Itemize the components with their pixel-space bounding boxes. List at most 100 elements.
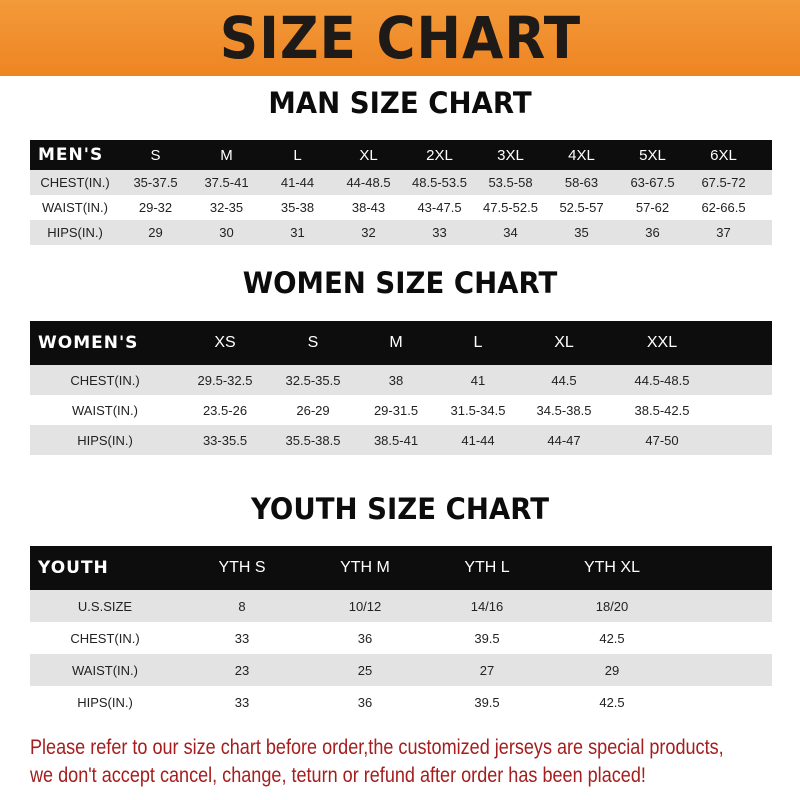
cell: 44.5-48.5 xyxy=(634,372,690,388)
cell: YTH L xyxy=(464,559,510,576)
cell: 44.5 xyxy=(551,372,577,388)
cell: 4XL xyxy=(568,146,595,164)
cell: 33 xyxy=(234,630,250,646)
cell: 29-32 xyxy=(138,200,173,215)
cell: 35.5-38.5 xyxy=(285,432,341,448)
cell: XL xyxy=(554,334,574,351)
cell: 3XL xyxy=(497,146,524,164)
cell: 41-44 xyxy=(461,432,495,448)
notice-line-1: Please refer to our size chart before or… xyxy=(30,736,724,759)
cell: M xyxy=(220,146,233,164)
header-row: WOMEN'S XS S M L XL XXL xyxy=(30,321,772,365)
men-title: MAN SIZE CHART xyxy=(268,86,532,120)
cell: 44-48.5 xyxy=(346,175,391,190)
cell: 8 xyxy=(238,598,246,614)
table-row: HIPS(IN.) 29 30 31 32 33 34 35 36 37 xyxy=(30,220,772,245)
cell: 35-37.5 xyxy=(133,175,178,190)
table-row: U.S.SIZE 8 10/12 14/16 18/20 xyxy=(30,590,772,622)
row-label: HIPS(IN.) xyxy=(77,432,133,448)
cell: 38.5-41 xyxy=(373,432,419,448)
row-label: HIPS(IN.) xyxy=(77,694,133,710)
cell: XXL xyxy=(646,334,678,351)
row-label: MEN'S xyxy=(38,145,104,165)
cell: 39.5 xyxy=(474,630,500,646)
cell: 37.5-41 xyxy=(204,175,249,190)
cell: 33 xyxy=(234,694,250,710)
cell: 52.5-57 xyxy=(559,200,604,215)
cell: 39.5 xyxy=(474,694,500,710)
cell: XL xyxy=(359,146,378,164)
row-label: CHEST(IN.) xyxy=(70,630,140,646)
row-label: CHEST(IN.) xyxy=(40,175,110,190)
cell: 26-29 xyxy=(296,402,330,418)
row-label: WAIST(IN.) xyxy=(72,402,138,418)
cell: 29-31.5 xyxy=(373,402,419,418)
cell: 38-43 xyxy=(351,200,386,215)
row-label: WAIST(IN.) xyxy=(72,662,138,678)
cell: 67.5-72 xyxy=(701,175,746,190)
cell: 42.5 xyxy=(599,694,625,710)
cell: 35-38 xyxy=(280,200,315,215)
cell: 58-63 xyxy=(564,175,599,190)
cell: YTH XL xyxy=(583,559,640,576)
cell: 34 xyxy=(503,225,518,240)
table-row: CHEST(IN.) 35-37.5 37.5-41 41-44 44-48.5 48.5… xyxy=(30,170,772,195)
cell: 33-35.5 xyxy=(202,432,248,448)
youth-title: YOUTH SIZE CHART xyxy=(250,492,550,526)
row-label: WAIST(IN.) xyxy=(42,200,108,215)
cell: 2XL xyxy=(426,146,453,164)
cell: 18/20 xyxy=(595,598,629,614)
cell: 5XL xyxy=(639,146,666,164)
cell: M xyxy=(389,334,403,351)
cell: 29 xyxy=(604,662,620,678)
cell: 6XL xyxy=(710,146,737,164)
cell: 48.5-53.5 xyxy=(412,175,467,190)
cell: 29.5-32.5 xyxy=(197,372,253,388)
cell: 33 xyxy=(432,225,447,240)
cell: XS xyxy=(214,334,236,351)
row-label: WOMEN'S xyxy=(38,333,139,353)
cell: 43-47.5 xyxy=(417,200,462,215)
table-row: HIPS(IN.) 33-35.5 35.5-38.5 38.5-41 41-44 44-… xyxy=(30,425,772,455)
table-row: WAIST(IN.) 29-32 32-35 35-38 38-43 43-47.5 47.… xyxy=(30,195,772,220)
cell: 25 xyxy=(357,662,373,678)
cell: 27 xyxy=(479,662,495,678)
table-row: HIPS(IN.) 33 36 39.5 42.5 xyxy=(30,686,772,718)
cell: 41 xyxy=(470,372,486,388)
table-row: CHEST(IN.) 33 36 39.5 42.5 xyxy=(30,622,772,654)
cell: 38 xyxy=(388,372,404,388)
cell: 44-47 xyxy=(547,432,581,448)
cell: YTH M xyxy=(340,559,390,576)
cell: S xyxy=(307,334,319,351)
cell: 31.5-34.5 xyxy=(450,402,506,418)
cell: YTH S xyxy=(218,559,266,576)
cell: 10/12 xyxy=(348,598,382,614)
table-row: CHEST(IN.) 29.5-32.5 32.5-35.5 38 41 44.5 44.5… xyxy=(30,365,772,395)
cell: 34.5-38.5 xyxy=(536,402,592,418)
table-row: WAIST(IN.) 23.5-26 26-29 29-31.5 31.5-34.5 34… xyxy=(30,395,772,425)
cell: 32.5-35.5 xyxy=(285,372,341,388)
row-label: CHEST(IN.) xyxy=(70,372,140,388)
cell: 37 xyxy=(716,225,731,240)
cell: 36 xyxy=(357,630,373,646)
row-label: U.S.SIZE xyxy=(77,598,133,614)
cell: 57-62 xyxy=(635,200,670,215)
cell: S xyxy=(150,146,161,164)
order-notice: Please refer to our size chart before or… xyxy=(30,734,724,790)
cell: 30 xyxy=(219,225,234,240)
cell: 62-66.5 xyxy=(701,200,746,215)
women-size-table: WOMEN'S XS S M L XL XXL CHEST(IN.) 29.5-32.5 32.5… xyxy=(30,321,772,455)
cell: 36 xyxy=(645,225,660,240)
table-row: WAIST(IN.) 23 25 27 29 xyxy=(30,654,772,686)
cell: 42.5 xyxy=(599,630,625,646)
cell: 23 xyxy=(234,662,250,678)
cell: 32 xyxy=(361,225,376,240)
cell: 31 xyxy=(290,225,305,240)
cell: 47-50 xyxy=(645,432,679,448)
header-row: YOUTH YTH S YTH M YTH L YTH XL xyxy=(30,546,772,590)
header-row: MEN'S S M L XL 2XL 3XL 4XL 5XL 6XL xyxy=(30,140,772,170)
banner-title: SIZE CHART xyxy=(219,4,581,72)
cell: L xyxy=(293,146,302,164)
women-title: WOMEN SIZE CHART xyxy=(242,266,558,300)
cell: 53.5-58 xyxy=(488,175,533,190)
